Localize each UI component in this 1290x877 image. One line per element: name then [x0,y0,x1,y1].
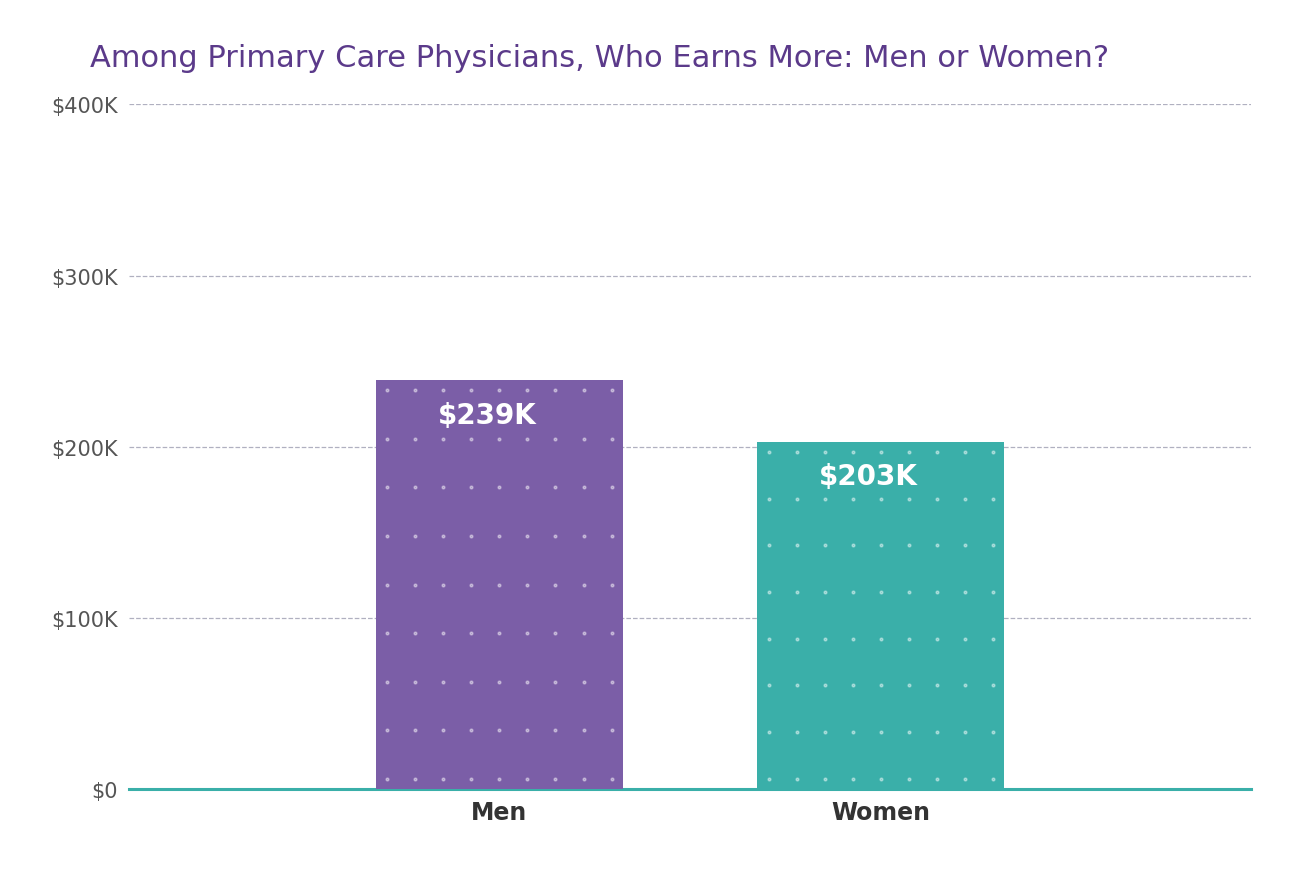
Text: $203K: $203K [819,463,918,490]
Bar [757,442,1005,789]
Text: Among Primary Care Physicians, Who Earns More: Men or Women?: Among Primary Care Physicians, Who Earns… [90,44,1109,73]
Bar [375,381,623,789]
Text: $239K: $239K [437,401,537,429]
